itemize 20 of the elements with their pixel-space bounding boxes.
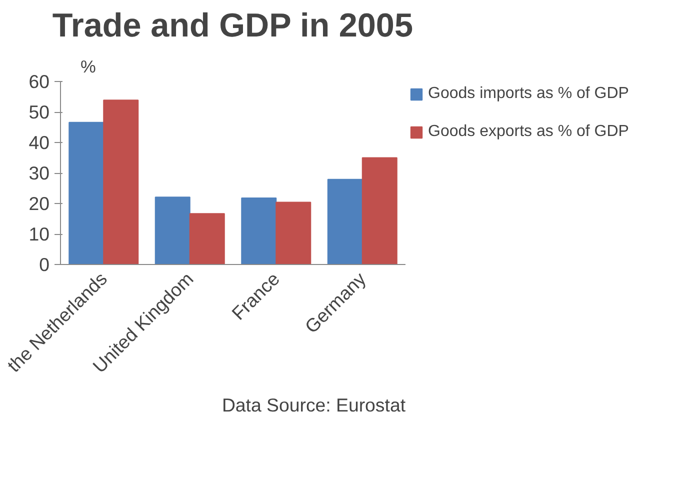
bar [189,213,225,264]
legend-label: Goods imports as % of GDP [428,85,629,103]
y-tick-label: 10 [28,224,50,244]
bar [327,178,363,264]
bar [68,122,104,264]
bar [103,100,139,264]
source-note: Data Source: Eurostat [222,394,406,416]
bar [154,196,190,264]
bar [241,198,277,264]
legend-label: Goods exports as % of GDP [428,123,629,141]
y-tick-label: 30 [28,162,50,184]
y-axis-title: % [80,56,96,76]
y-tick-label: 50 [28,102,50,122]
y-tick-label: 20 [28,193,50,214]
y-tick-label: 0 [39,254,50,275]
bar [276,202,312,264]
y-tick-label: 60 [28,71,50,92]
bar [362,157,398,264]
y-tick-label: 40 [28,132,50,153]
chart-title: Trade and GDP in 2005 [52,8,413,44]
